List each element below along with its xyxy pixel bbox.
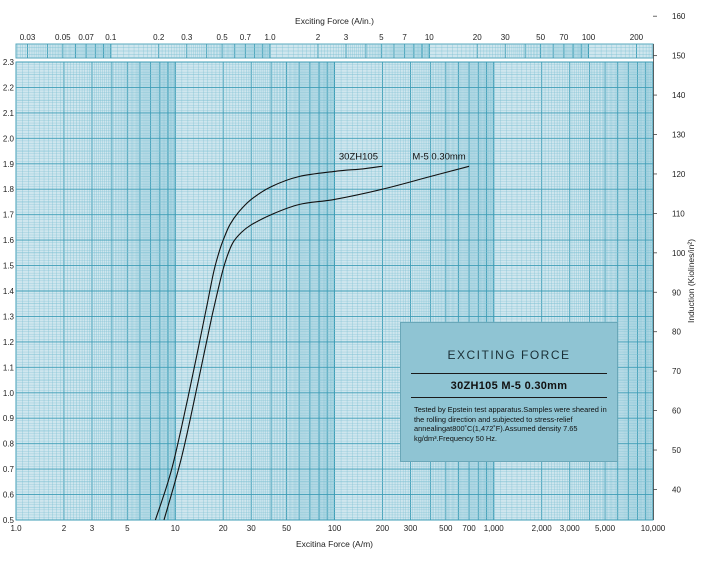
x-top-tick-label: 2 <box>316 33 321 42</box>
y-left-tick-label: 2.3 <box>3 58 15 67</box>
y-left-tick-label: 1.5 <box>3 262 15 271</box>
x-top-tick-label: 5 <box>379 33 384 42</box>
x-bottom-tick-label: 700 <box>462 524 476 533</box>
x-top-tick-label: 0.07 <box>78 33 94 42</box>
y-right-tick-label: 50 <box>672 446 681 455</box>
info-rule-top <box>411 373 607 374</box>
y-right-tick-label: 110 <box>672 209 685 218</box>
y-left-tick-label: 1.2 <box>3 338 15 347</box>
x-bottom-tick-label: 2 <box>62 524 67 533</box>
x-bottom-tick-label: 300 <box>404 524 418 533</box>
y-left-tick-label: 1.0 <box>3 389 15 398</box>
y-left-tick-label: 1.3 <box>3 312 15 321</box>
x-top-tick-label: 3 <box>344 33 349 42</box>
x-top-tick-label: 0.3 <box>181 33 193 42</box>
series-line-0 <box>154 165 383 521</box>
y-right-tick-label: 120 <box>672 170 686 179</box>
y-right-tick-label: 40 <box>672 485 681 494</box>
x-bottom-tick-label: 5 <box>125 524 130 533</box>
info-rule-bottom <box>411 397 607 398</box>
x-top-tick-label: 1.0 <box>264 33 276 42</box>
x-top-tick-label: 0.05 <box>55 33 71 42</box>
y-right-tick-label: 150 <box>672 52 686 61</box>
y-right-tick-label: 70 <box>672 367 681 376</box>
tick-labels: 1.0 2 3 5 10 20 30 50 100 200 300 500 700 1,000 2,000 3… <box>3 12 686 533</box>
info-box: EXCITING FORCE 30ZH105 M-5 0.30mm Tested… <box>400 322 618 462</box>
x-bottom-tick-label: 10,000 <box>641 524 666 533</box>
y-right-axis-title: Induction (Kiolines/in²) <box>686 239 696 323</box>
x-bottom-tick-label: 30 <box>247 524 256 533</box>
x-top-axis-title: Exciting Force (A/in.) <box>295 16 374 26</box>
info-description: Tested by Epstein test apparatus.Samples… <box>414 405 607 443</box>
x-top-tick-label: 7 <box>402 33 407 42</box>
y-left-tick-label: 2.0 <box>3 134 15 143</box>
x-top-tick-label: 20 <box>473 33 482 42</box>
y-left-tick-label: 1.7 <box>3 211 15 220</box>
series-label-0: 30ZH105 <box>339 151 378 162</box>
y-left-tick-label: 1.8 <box>3 185 15 194</box>
y-right-tick-label: 80 <box>672 328 681 337</box>
x-top-tick-label: 0.2 <box>153 33 165 42</box>
x-bottom-axis-title: Excitina Force (A/m) <box>296 539 373 549</box>
x-top-tick-label: 70 <box>559 33 568 42</box>
x-bottom-tick-label: 3,000 <box>560 524 581 533</box>
y-right-tick-label: 130 <box>672 131 686 140</box>
x-bottom-tick-label: 500 <box>439 524 453 533</box>
x-top-tick-label: 10 <box>425 33 434 42</box>
x-top-tick-label: 50 <box>536 33 545 42</box>
y-left-tick-label: 1.6 <box>3 236 15 245</box>
x-top-tick-label: 30 <box>501 33 510 42</box>
x-top-tick-label: 0.7 <box>240 33 252 42</box>
x-bottom-tick-label: 100 <box>328 524 342 533</box>
x-bottom-tick-label: 3 <box>90 524 95 533</box>
y-left-tick-label: 1.1 <box>3 363 15 372</box>
curves: 30ZH105 M-5 0.30mm <box>154 151 470 521</box>
y-left-tick-label: 0.5 <box>3 516 15 525</box>
x-top-tick-label: 0.03 <box>20 33 36 42</box>
info-grade: 30ZH105 M-5 0.30mm <box>450 380 568 392</box>
y-left-tick-label: 0.7 <box>3 465 15 474</box>
x-top-tick-label: 0.1 <box>105 33 117 42</box>
y-right-tick-label: 100 <box>672 249 686 258</box>
y-left-tick-label: 0.8 <box>3 440 15 449</box>
y-left-tick-label: 2.1 <box>3 109 15 118</box>
y-left-tick-label: 2.2 <box>3 83 15 92</box>
series-line-1 <box>163 165 470 521</box>
y-left-tick-label: 1.4 <box>3 287 15 296</box>
x-top-tick-label: 100 <box>582 33 596 42</box>
y-left-tick-label: 0.9 <box>3 414 15 423</box>
x-bottom-tick-label: 2,000 <box>532 524 553 533</box>
x-bottom-tick-label: 200 <box>376 524 390 533</box>
x-top-tick-label: 200 <box>630 33 644 42</box>
x-bottom-tick-label: 1,000 <box>484 524 505 533</box>
y-right-tick-label: 60 <box>672 407 681 416</box>
x-bottom-tick-label: 10 <box>171 524 180 533</box>
series-label-1: M-5 0.30mm <box>412 151 465 162</box>
y-left-tick-label: 0.6 <box>3 491 15 500</box>
y-right-tick-label: 140 <box>672 91 686 100</box>
info-heading: EXCITING FORCE <box>447 348 571 362</box>
x-bottom-tick-label: 1.0 <box>10 524 22 533</box>
x-bottom-tick-label: 50 <box>282 524 291 533</box>
y-right-tick-label: 160 <box>672 12 686 21</box>
x-bottom-tick-label: 20 <box>219 524 228 533</box>
x-top-tick-label: 0.5 <box>217 33 229 42</box>
y-left-tick-label: 1.9 <box>3 160 15 169</box>
y-right-tick-label: 90 <box>672 288 681 297</box>
x-bottom-tick-label: 5,000 <box>595 524 616 533</box>
